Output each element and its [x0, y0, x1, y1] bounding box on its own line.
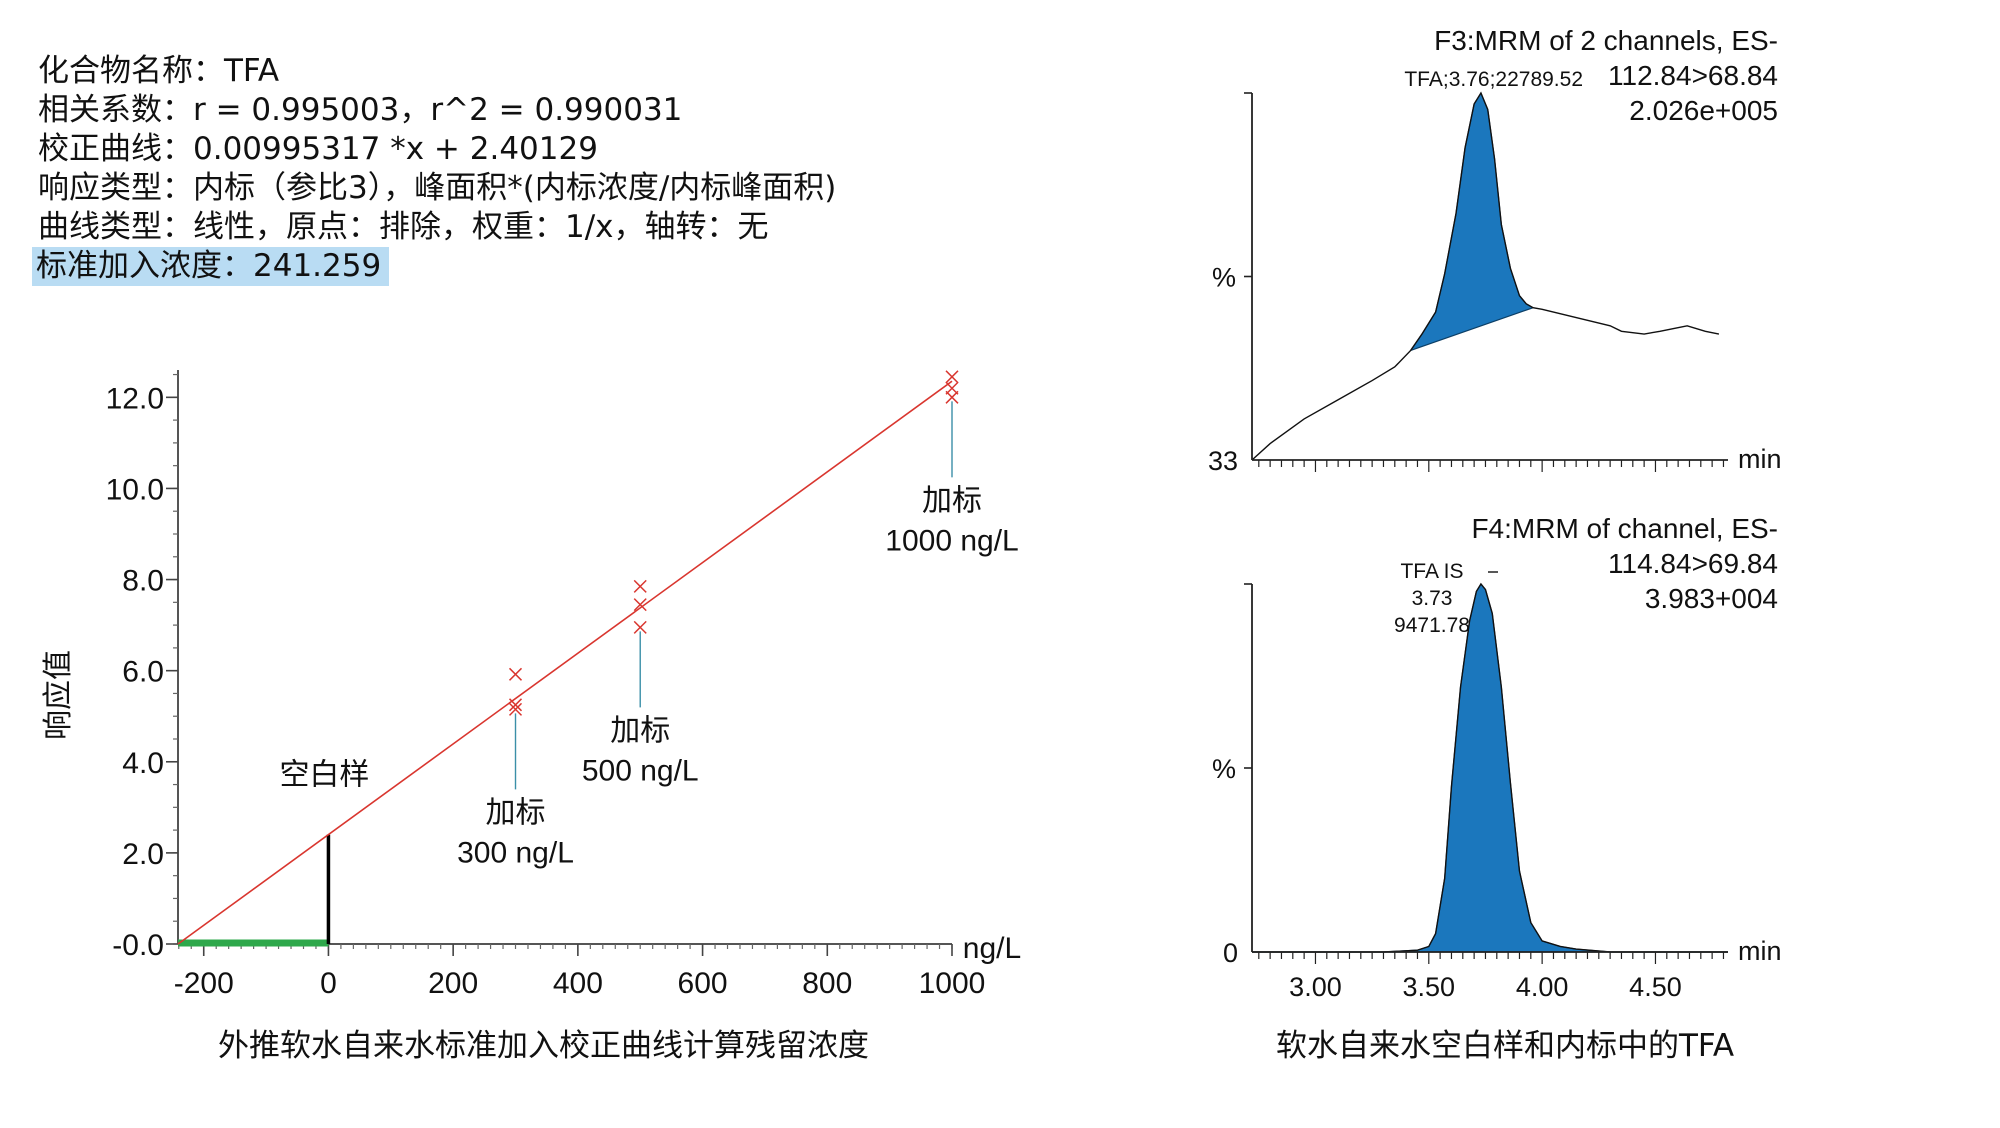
- calibration-fit-line: [177, 380, 953, 945]
- data-point-marker: [508, 702, 523, 716]
- data-point-marker: [633, 598, 647, 612]
- data-point-marker: [945, 381, 959, 395]
- data-point-marker: [633, 579, 647, 593]
- chromatogram-trace: [1252, 582, 1728, 953]
- data-point-marker: [945, 370, 959, 384]
- y-axis-min-label: 33: [1208, 446, 1238, 476]
- right-figure-caption: 软水自来水空白样和内标中的TFA: [1276, 1028, 1735, 1064]
- y-axis-title: 响应值: [42, 650, 75, 740]
- x-tick-label: 4.00: [1516, 972, 1569, 1002]
- x-axis-unit-label: min: [1738, 444, 1782, 474]
- point-annotation-label: 加标: [922, 484, 982, 517]
- peak-label: 3.73: [1412, 587, 1453, 610]
- x-tick-label: 800: [802, 967, 852, 1000]
- mrm-transition: 114.84>69.84: [1608, 548, 1778, 579]
- chromatogram-internal-standard: 3.00 3.50 4.00 4.50 min% 0 F4:MRM of channel, …: [1212, 513, 1782, 1002]
- x-tick-label: 0: [320, 967, 337, 1000]
- curve-type: 曲线类型：线性，原点：排除，权重：1/x，轴转：无: [38, 209, 769, 245]
- x-tick-label: 4.50: [1629, 972, 1682, 1002]
- integrated-peak-area: [1252, 582, 1728, 953]
- chromatogram-trace: [1251, 91, 1720, 461]
- x-tick-label: 600: [678, 967, 728, 1000]
- mrm-transition: 112.84>68.84: [1608, 60, 1778, 91]
- y-axis-percent-label: %: [1212, 754, 1236, 784]
- y-tick-label: -0.0: [112, 929, 164, 962]
- peak-label: 9471.78: [1394, 614, 1470, 637]
- point-annotation-label: 空白样: [279, 759, 369, 792]
- point-annotation-label: 500 ng/L: [582, 754, 699, 787]
- point-annotation-label: 加标: [610, 714, 670, 747]
- x-tick-label: 1000: [919, 967, 986, 1000]
- y-tick-label: 4.0: [122, 747, 164, 780]
- y-tick-label: 10.0: [106, 473, 164, 506]
- left-figure-caption: 外推软水自来水标准加入校正曲线计算残留浓度: [218, 1028, 869, 1064]
- correlation-coefficient: 相关系数：r = 0.995003，r^2 = 0.990031: [38, 92, 683, 128]
- compound-name: 化合物名称：TFA: [38, 53, 280, 89]
- method-info: 化合物名称：TFA 相关系数：r = 0.995003，r^2 = 0.9900…: [32, 52, 837, 286]
- peak-label: TFA IS: [1400, 560, 1463, 583]
- data-point-marker: [508, 698, 523, 712]
- point-annotation-label: 1000 ng/L: [885, 524, 1018, 557]
- calibration-equation: 校正曲线：0.00995317 *x + 2.40129: [38, 131, 598, 167]
- x-axis-unit-label: ng/L: [963, 932, 1021, 965]
- chromatogram-tfa: min% 33 F3:MRM of 2 channels, ES- 112.84>68…: [1208, 25, 1782, 476]
- standard-addition-concentration: 标准加入浓度：241.259: [32, 247, 390, 286]
- data-point-marker: [633, 620, 647, 634]
- y-tick-label: 12.0: [106, 382, 164, 415]
- response-type: 响应类型：内标（参比3），峰面积*(内标浓度/内标峰面积): [38, 170, 837, 206]
- function-title: F4:MRM of channel, ES-: [1471, 513, 1778, 544]
- y-tick-label: 6.0: [122, 656, 164, 689]
- function-title: F3:MRM of 2 channels, ES-: [1434, 25, 1778, 56]
- calibration-chart: -0.0 2.0 4.0 6.0 8.0 10.0 12.0 -200 0 200 400 600 80…: [42, 370, 1021, 1000]
- x-tick-label: 3.00: [1289, 972, 1342, 1002]
- intensity-value: 2.026e+005: [1629, 95, 1778, 126]
- point-annotation-label: 300 ng/L: [457, 836, 574, 869]
- x-tick-label: 200: [428, 967, 478, 1000]
- point-annotation-label: 加标: [486, 796, 546, 829]
- x-axis-unit-label: min: [1738, 936, 1782, 966]
- x-tick-label: -200: [174, 967, 234, 1000]
- integrated-peak-area: [1409, 91, 1535, 352]
- x-tick-label: 400: [553, 967, 603, 1000]
- y-tick-label: 8.0: [122, 565, 164, 598]
- y-tick-label: 2.0: [122, 838, 164, 871]
- intensity-value: 3.983+004: [1645, 583, 1778, 614]
- y-axis-min-label: 0: [1223, 938, 1238, 968]
- x-tick-label: 3.50: [1403, 972, 1456, 1002]
- peak-label: TFA;3.76;22789.52: [1404, 68, 1583, 91]
- y-axis-percent-label: %: [1212, 263, 1236, 293]
- data-point-marker: [508, 667, 523, 681]
- data-point-marker: [945, 390, 959, 404]
